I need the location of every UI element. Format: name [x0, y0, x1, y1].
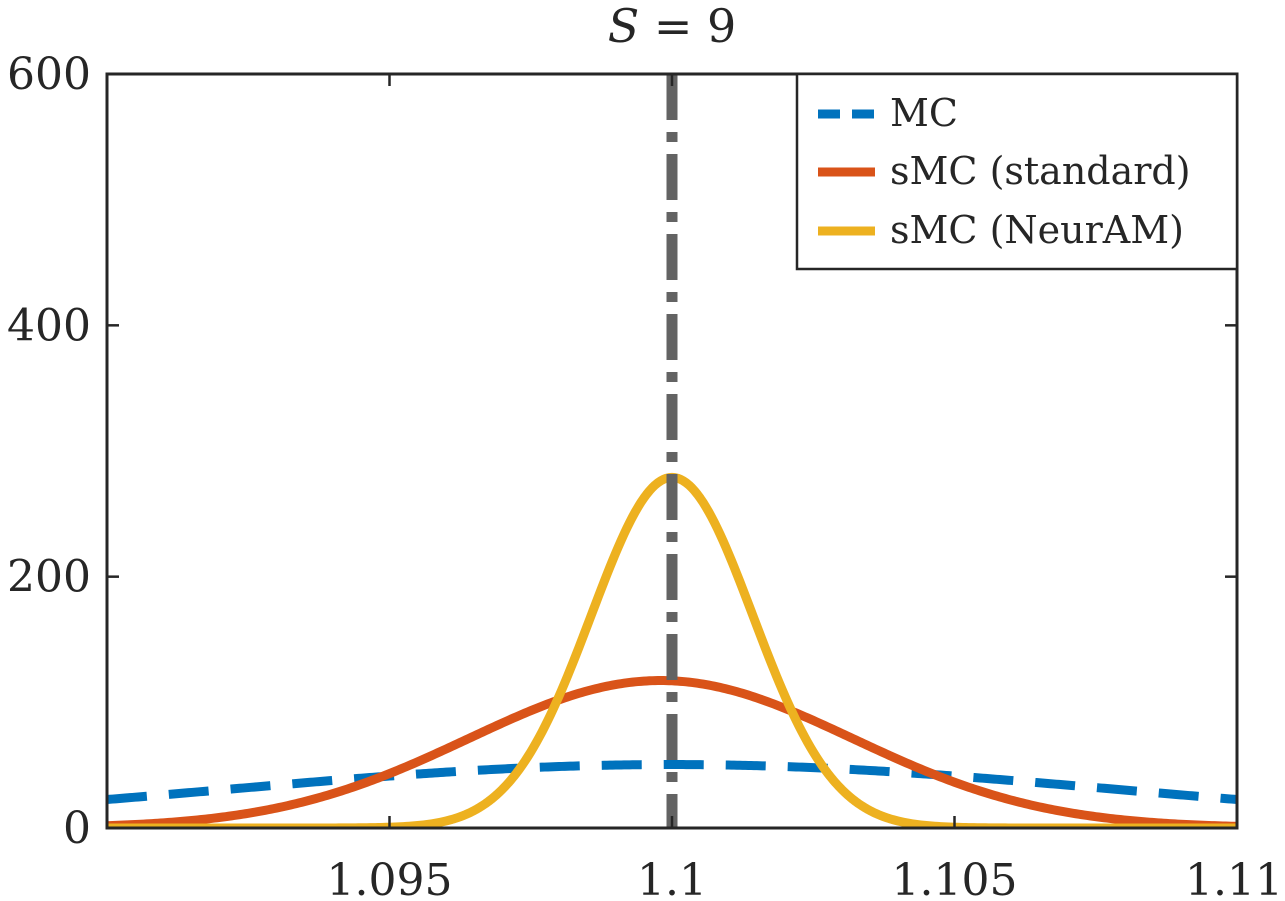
legend: MC sMC (standard) sMC (NeurAM) [795, 72, 1239, 271]
legend-label-mc: MC [890, 91, 958, 135]
y-tick-label: 400 [7, 300, 91, 351]
y-tick-label: 600 [7, 49, 91, 100]
tick-layer: 1.095 1.1 1.105 1.11 0 200 400 600 [7, 49, 1283, 901]
x-tick-label: 1.11 [1185, 855, 1283, 901]
y-tick-label: 0 [63, 803, 91, 854]
x-tick-label: 1.1 [637, 855, 707, 901]
legend-label-smc-neuram: sMC (NeurAM) [890, 208, 1184, 252]
series-line-mc [107, 760, 1237, 805]
chart-title-rest: = 9 [639, 0, 736, 53]
chart-title: S = 9 [608, 0, 737, 53]
series-line-smc-standard [107, 676, 1237, 828]
chart-title-var: S [608, 0, 640, 53]
x-tick-label: 1.105 [892, 855, 1018, 901]
plot-area: 1.095 1.1 1.105 1.11 0 200 400 600 [7, 49, 1283, 901]
y-tick-label: 200 [7, 552, 91, 603]
legend-label-smc-standard: sMC (standard) [890, 149, 1191, 193]
x-tick-label: 1.095 [327, 855, 453, 901]
